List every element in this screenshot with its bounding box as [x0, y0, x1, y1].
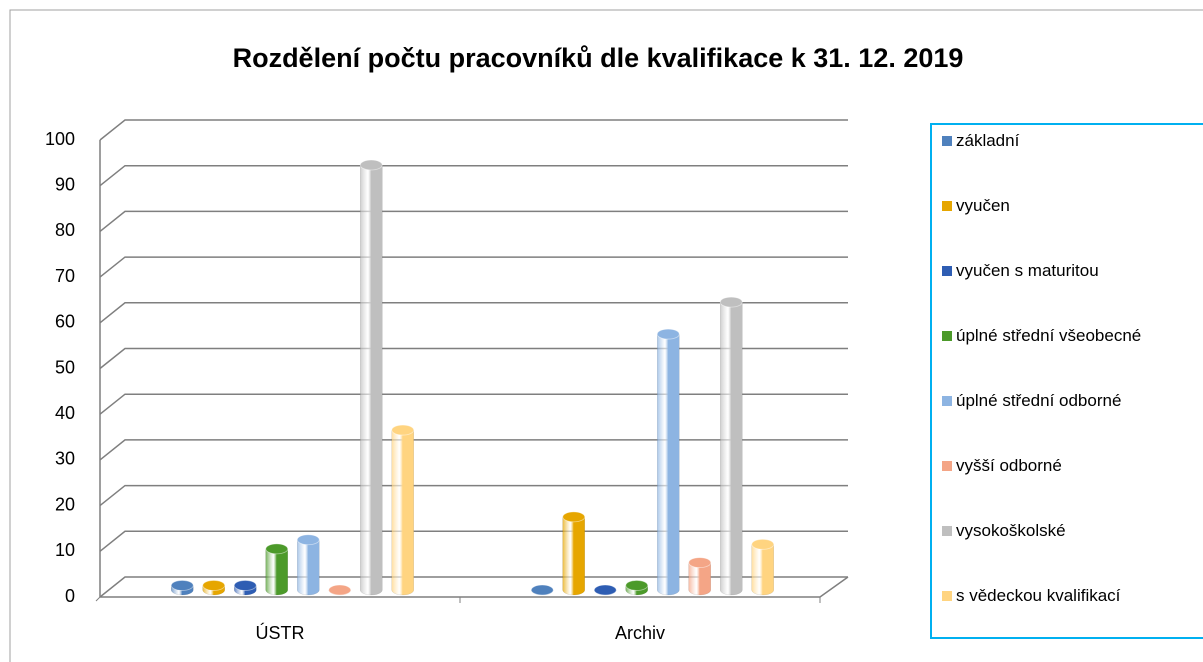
- y-tick-label: 60: [55, 312, 75, 332]
- y-tick-label: 30: [55, 449, 75, 469]
- bar: [656, 328, 680, 596]
- y-tick-label: 50: [55, 357, 75, 377]
- y-tick-label: 20: [55, 494, 75, 514]
- bar: [233, 580, 257, 596]
- bar: [328, 584, 352, 596]
- bar: [562, 511, 586, 596]
- bar: [296, 534, 320, 596]
- legend-swatch: [942, 201, 952, 211]
- y-tick-label: 70: [55, 266, 75, 286]
- y-tick-label: 40: [55, 403, 75, 423]
- legend-label: vyučen s maturitou: [956, 261, 1099, 280]
- x-axis-tick: [95, 596, 101, 602]
- x-tick-label: ÚSTR: [256, 622, 305, 643]
- bar: [202, 580, 226, 596]
- legend-item: vyučen: [942, 195, 1197, 217]
- bar: [719, 296, 743, 596]
- legend-item: úplné střední všeobecné: [942, 325, 1197, 347]
- legend-swatch: [942, 266, 952, 276]
- legend-item: s vědeckou kvalifikací: [942, 585, 1197, 607]
- legend-swatch: [942, 396, 952, 406]
- legend-label: vyučen: [956, 196, 1010, 215]
- legend-swatch: [942, 591, 952, 601]
- grid-line: [99, 119, 848, 141]
- y-tick-label: 10: [55, 540, 75, 560]
- bar: [530, 584, 554, 596]
- bar: [688, 557, 712, 596]
- chart-title: Rozdělení počtu pracovníků dle kvalifika…: [233, 43, 964, 73]
- grid-line: [99, 576, 848, 598]
- y-tick-label: 90: [55, 174, 75, 194]
- bar: [170, 580, 194, 596]
- legend-label: vysokoškolské: [956, 521, 1066, 540]
- grid-line: [99, 484, 848, 507]
- bar: [625, 580, 649, 596]
- legend-item: úplné střední odborné: [942, 390, 1197, 412]
- legend-label: úplné střední odborné: [956, 391, 1122, 410]
- legend-label: vyšší odborné: [956, 456, 1062, 475]
- legend-swatch: [942, 461, 952, 471]
- grid-line: [99, 210, 848, 232]
- chart-border: [9, 9, 1203, 662]
- y-tick-label: 80: [55, 220, 75, 240]
- grid-line: [99, 347, 848, 370]
- grid-line: [99, 256, 848, 278]
- legend-swatch: [942, 331, 952, 341]
- legend-swatch: [942, 526, 952, 536]
- legend-label: s vědeckou kvalifikací: [956, 586, 1121, 605]
- grid-line: [99, 530, 848, 552]
- grid-line: [99, 164, 848, 187]
- y-tick-label: 0: [65, 586, 75, 606]
- x-tick-label: Archiv: [615, 623, 665, 643]
- grid-line: [99, 439, 848, 461]
- bar: [751, 538, 775, 596]
- y-tick-label: 100: [45, 129, 75, 149]
- legend-label: základní: [956, 131, 1020, 150]
- grid-line: [99, 302, 848, 324]
- bar: [265, 543, 289, 596]
- legend-item: vyučen s maturitou: [942, 260, 1197, 282]
- bar: [593, 584, 617, 596]
- legend-swatch: [942, 136, 952, 146]
- bar: [391, 424, 415, 596]
- legend-item: vyšší odborné: [942, 455, 1197, 477]
- legend: základní vyučen vyučen s maturitou úplné st…: [930, 123, 1203, 639]
- legend-label: úplné střední všeobecné: [956, 326, 1142, 345]
- grid-line: [99, 393, 848, 415]
- legend-item: vysokoškolské: [942, 520, 1197, 542]
- legend-item: základní: [942, 130, 1197, 152]
- bar: [359, 159, 383, 596]
